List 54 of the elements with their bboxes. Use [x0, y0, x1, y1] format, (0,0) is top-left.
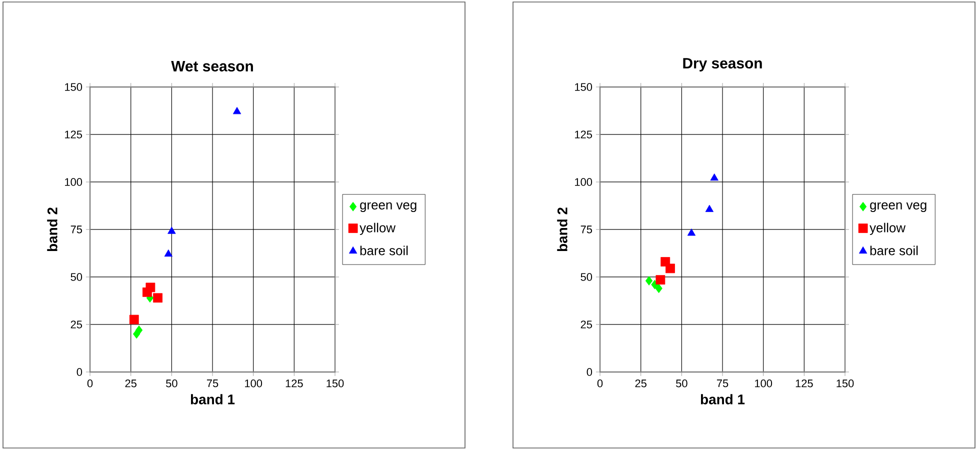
- legend-label: yellow: [870, 222, 906, 235]
- y-tick-label: 50: [70, 273, 82, 281]
- point: [666, 264, 675, 274]
- y-tick-label: 25: [580, 320, 592, 328]
- y-axis-title: band 2: [47, 208, 58, 252]
- x-tick-label: 150: [836, 380, 854, 388]
- legend-label: green veg: [360, 202, 416, 212]
- y-tick-label: 0: [586, 368, 592, 376]
- y-axis-title: band 2: [557, 208, 568, 252]
- point: [132, 329, 140, 339]
- x-tick-label: 125: [796, 380, 813, 388]
- y-tick-label: 125: [65, 130, 82, 138]
- y-tick-label: 125: [575, 130, 592, 138]
- legend-label: yellow: [360, 222, 396, 235]
- x-tick-label: 100: [755, 380, 772, 388]
- point: [705, 204, 714, 212]
- legend-label: green veg: [870, 202, 926, 212]
- x-axis-title: band 1: [700, 394, 745, 404]
- point: [656, 275, 666, 285]
- chart-title: Dry season: [683, 58, 762, 72]
- x-tick-label: 25: [635, 380, 646, 388]
- y-tick-label: 150: [65, 83, 82, 91]
- point: [129, 314, 139, 324]
- x-axis-title: band 1: [190, 394, 235, 404]
- point: [710, 173, 718, 181]
- x-tick-label: 125: [286, 380, 303, 388]
- x-tick-label: 0: [87, 380, 93, 388]
- x-tick-label: 100: [245, 380, 262, 388]
- y-tick-label: 75: [70, 226, 82, 234]
- chart-title: Wet season: [171, 61, 253, 72]
- point: [153, 293, 162, 303]
- x-tick-label: 75: [716, 380, 728, 388]
- x-tick-label: 25: [125, 380, 136, 388]
- point: [142, 287, 152, 297]
- y-tick-label: 75: [580, 226, 592, 234]
- y-tick-label: 50: [580, 273, 592, 281]
- point: [168, 226, 176, 234]
- point: [645, 276, 653, 286]
- y-tick-label: 0: [76, 368, 82, 376]
- x-tick-label: 50: [166, 380, 178, 388]
- x-tick-label: 50: [676, 380, 688, 388]
- legend-label: bare soil: [360, 246, 408, 256]
- y-tick-label: 150: [575, 83, 592, 91]
- point: [687, 228, 696, 236]
- y-tick-label: 100: [65, 178, 82, 186]
- legend-label: bare soil: [870, 246, 918, 256]
- point: [164, 249, 173, 257]
- x-tick-label: 75: [206, 380, 218, 388]
- y-tick-label: 100: [575, 178, 592, 186]
- x-tick-label: 0: [597, 380, 603, 388]
- point: [655, 284, 662, 294]
- x-tick-label: 150: [326, 380, 344, 388]
- y-tick-label: 25: [70, 320, 82, 328]
- point: [232, 106, 242, 114]
